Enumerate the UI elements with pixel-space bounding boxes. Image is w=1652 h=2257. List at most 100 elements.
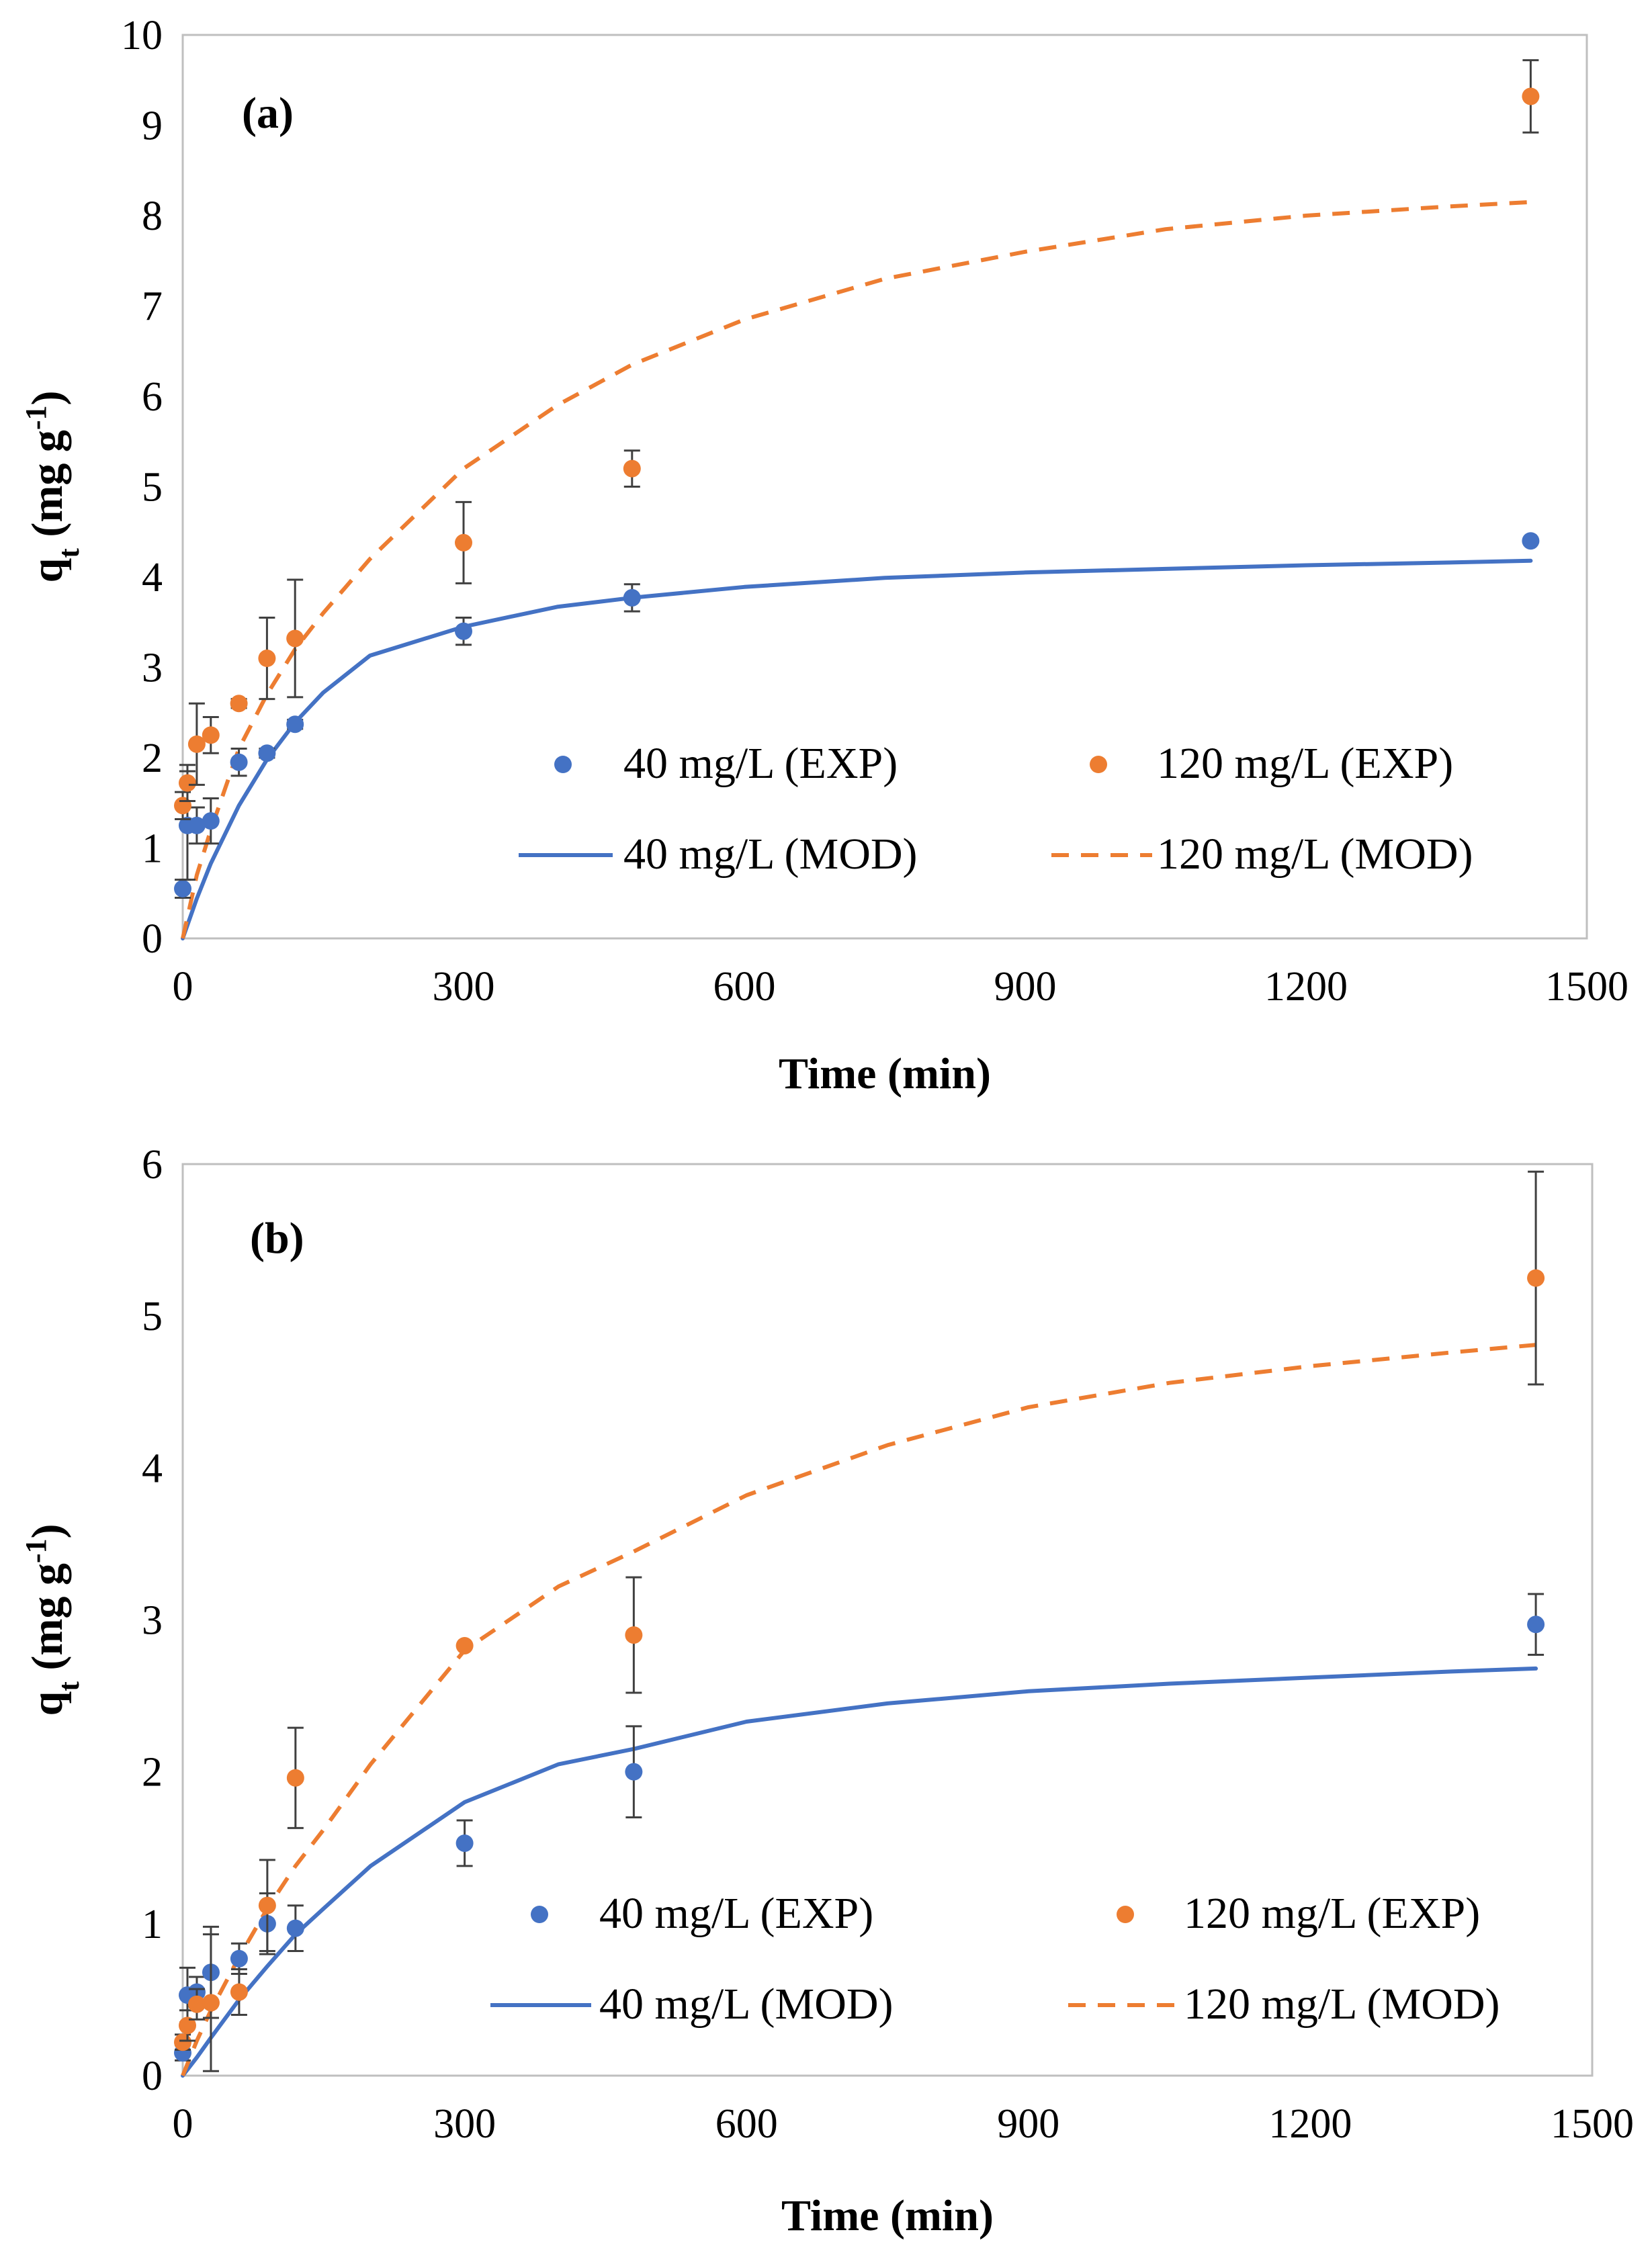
legend-marker [1090,756,1107,773]
y-tick-label: 5 [142,465,163,511]
y-tick-label: 6 [142,374,163,420]
panel-label: (b) [250,1214,304,1263]
x-tick-label: 300 [433,964,495,1010]
legend: 40 mg/L (EXP) 120 mg/L (EXP) 40 mg/L (MOD)… [490,1889,1500,2029]
plot-area-frame [181,1163,1594,2077]
y-tick-label: 0 [142,916,163,962]
x-axis-title: Time (min) [781,2191,994,2240]
y-axis-title-close: ) [23,1524,72,1539]
y-tick-label: 0 [142,2053,163,2099]
y-axis-title-sub: t [52,548,85,558]
x-tick-label: 0 [173,964,193,1010]
data-point [286,629,304,648]
legend-label: 40 mg/L (MOD) [623,830,918,879]
data-point [455,1834,474,1852]
data-point [174,880,191,898]
data-point [202,1994,220,2012]
y-tick-label: 3 [142,646,163,691]
legend-label: 120 mg/L (EXP) [1184,1889,1480,1938]
y-tick-label: 2 [142,736,163,781]
legend-marker [1117,1906,1134,1923]
y-tick-label: 1 [142,826,163,872]
legend: 40 mg/L (EXP) 120 mg/L (EXP) 40 mg/L (MOD)… [519,739,1473,879]
data-point [174,797,191,815]
data-point [202,812,220,830]
data-point [455,1636,474,1654]
data-point [202,726,220,744]
data-point [187,1995,206,2013]
data-point [286,1919,304,1937]
y-tick-label: 1 [142,1902,163,1947]
data-point [1522,87,1540,105]
data-point [230,695,248,713]
y-axis-title-sup: -1 [19,405,52,430]
x-axis-title: Time (min) [779,1049,991,1098]
legend-label: 120 mg/L (EXP) [1157,739,1453,788]
y-axis-title-sup: -1 [19,1538,52,1563]
y-axis-title-unit: (mg g [23,430,72,548]
y-tick-label: 4 [142,1446,163,1491]
y-axis-title-main: q [23,1691,72,1716]
y-tick-label: 5 [142,1294,163,1339]
data-point [258,744,276,762]
chart-panel-a: 0 1 2 3 4 5 6 7 8 9 10 0 300 600 900 1200 1500 Time (min)… [19,13,1629,1098]
data-point [1527,1616,1545,1634]
plot-area-frame [181,34,1588,940]
x-tick-label: 900 [997,2101,1059,2147]
y-tick-label: 2 [142,1750,163,1796]
data-point [230,1983,248,2001]
data-point [1527,1269,1545,1287]
x-tick-label: 600 [715,2101,778,2147]
legend-label: 40 mg/L (MOD) [599,1980,894,2029]
chart-panel-b: 0 1 2 3 4 5 6 0 300 600 900 1200 1500 Time (min) qt (m… [19,1142,1635,2240]
x-tick-label: 1500 [1545,964,1628,1010]
x-tick-label: 1200 [1268,2101,1352,2147]
series-line-solid-2 [181,558,1533,940]
x-tick-label: 1200 [1264,964,1348,1010]
y-axis-title: qt (mg g-1) [19,391,85,583]
x-tick-label: 600 [713,964,776,1010]
series-line-solid-2 [181,1666,1538,2078]
legend-label: 40 mg/L (EXP) [599,1889,873,1938]
x-tick-label: 300 [433,2101,496,2147]
data-point [286,715,304,734]
series-line-dashed-3 [181,200,1531,939]
y-axis-title-main: q [23,558,72,582]
panel-label: (a) [242,89,294,138]
x-tick-label: 0 [173,2101,193,2147]
data-point [623,459,641,478]
y-axis-title: qt (mg g-1) [19,1524,85,1716]
y-tick-label: 8 [142,193,163,239]
data-point [258,1896,276,1914]
y-axis-title-close: ) [23,391,72,406]
y-tick-label: 7 [142,284,163,330]
y-tick-label: 4 [142,555,163,601]
y-axis-title-sub: t [52,1681,85,1691]
data-point [286,1769,304,1787]
series-line-dashed-3 [181,1343,1536,2077]
data-point [625,1763,643,1781]
data-point [230,1949,248,1967]
y-tick-label: 9 [142,103,163,149]
data-point [178,2017,196,2035]
y-tick-label: 10 [121,13,163,58]
legend-label: 120 mg/L (MOD) [1184,1980,1500,2029]
data-point [1522,532,1540,550]
x-tick-label: 900 [994,964,1057,1010]
data-point [230,753,248,771]
y-tick-label: 3 [142,1598,163,1644]
data-point [187,735,206,753]
y-tick-label: 6 [142,1142,163,1188]
y-axis-title-unit: (mg g [23,1563,72,1681]
data-point [187,816,206,834]
data-point [455,533,472,551]
legend-label: 40 mg/L (EXP) [623,739,898,788]
data-point [174,2033,191,2051]
legend-label: 120 mg/L (MOD) [1157,830,1473,879]
data-point [455,622,472,640]
legend-marker [531,1906,548,1923]
data-point [178,774,196,792]
data-point [258,650,276,668]
data-point [623,588,641,607]
